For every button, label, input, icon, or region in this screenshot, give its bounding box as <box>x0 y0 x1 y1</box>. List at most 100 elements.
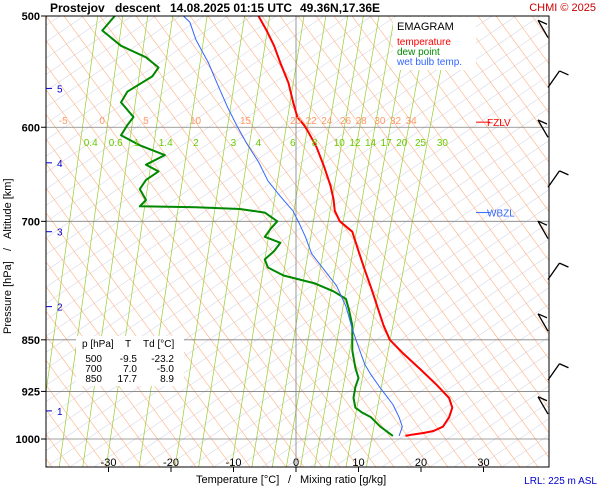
background-diagonal-line <box>357 336 549 467</box>
mixing-ratio-label: 0.6 <box>109 138 123 149</box>
background-diagonal-line <box>429 385 549 467</box>
dry-adiabat-line <box>46 16 377 467</box>
wind-barb-flag <box>559 170 569 176</box>
wind-barb <box>537 119 549 138</box>
dry-adiabat-line <box>63 16 395 467</box>
potential-temp-label: 10 <box>190 116 202 127</box>
dry-adiabat-line <box>369 16 549 262</box>
y-axis-label-sep: / <box>2 247 14 251</box>
altitude-tick-label: 3 <box>57 228 63 239</box>
marker-wbzl-label: WBZL <box>487 209 515 220</box>
background-diagonal-line <box>46 16 349 223</box>
background-diagonal-line <box>117 172 549 467</box>
potential-temp-label: 34 <box>406 116 418 127</box>
diagram-labels: 0.4 0.6 1 1.4 2 3 4 6 8 10 12 14 17 20 25 30-5 0 5 10 15 20 2… <box>59 116 515 220</box>
y-axis-label-2: Altitude [km] <box>2 178 14 239</box>
background-diagonal-line <box>46 25 549 370</box>
dry-adiabat-line <box>99 16 431 467</box>
x-tick-label: 0 <box>293 457 299 469</box>
dry-adiabat-line <box>46 286 179 467</box>
legend: EMAGRAM temperature dew point wet bulb t… <box>393 17 476 70</box>
dry-adiabat-line <box>441 16 549 163</box>
legend-title: EMAGRAM <box>397 21 454 33</box>
x-axis-label: Temperature [°C] <box>196 474 279 486</box>
wind-barb <box>547 262 561 280</box>
legend-box <box>393 17 476 70</box>
legend-item-wet-bulb: wet bulb temp. <box>396 57 462 68</box>
header-location: 49.36N,17.36E <box>300 1 380 15</box>
wind-barb <box>537 19 549 38</box>
dry-adiabat-line <box>405 16 549 212</box>
dry-adiabat-line <box>46 236 215 467</box>
table-row-1-p: 500 <box>85 354 102 365</box>
header-mode: descent <box>115 1 160 15</box>
dry-adiabat-line <box>297 16 549 360</box>
background-diagonal-line <box>46 16 373 239</box>
background-diagonal-line <box>46 16 325 206</box>
dry-adiabat-line <box>333 16 549 311</box>
potential-temp-label: 28 <box>356 116 368 127</box>
background-diagonal-line <box>381 352 549 467</box>
dry-adiabat-line <box>225 16 549 458</box>
mixing-ratio-label: 6 <box>290 138 296 149</box>
legend-item-dew-point: dew point <box>397 47 440 58</box>
mixing-ratio-label: 14 <box>365 138 377 149</box>
mixing-ratio-label: 10 <box>334 138 346 149</box>
dry-adiabat-line <box>459 16 549 139</box>
dry-adiabat-line <box>46 359 125 467</box>
background-diagonal-line <box>46 16 301 190</box>
wind-barb <box>547 70 561 88</box>
background-diagonal-line <box>333 320 549 467</box>
background-diagonal-line <box>46 16 205 124</box>
mixing-ratio-line <box>174 16 245 467</box>
x-axis-label-sep: / <box>288 474 292 486</box>
mixing-ratio-line <box>58 16 124 467</box>
dry-adiabat-line <box>46 310 161 467</box>
background-diagonal-line <box>574 0 600 467</box>
y-tick-label: 600 <box>22 122 40 134</box>
dry-adiabat-line <box>207 16 539 467</box>
y-axis-label: Pressure [hPa] <box>2 261 14 334</box>
y-tick-label: 1000 <box>16 434 40 446</box>
altitude-tick-label: 2 <box>57 303 63 314</box>
data-table: p [hPa] T Td [°C] 500 -9.5 -23.2 700 7.0… <box>76 336 184 386</box>
dry-adiabat-line <box>46 163 269 467</box>
background-diagonal-line <box>69 140 549 467</box>
diagram-lines <box>0 0 600 467</box>
wind-barb-flag <box>537 313 548 319</box>
mixing-ratio-line <box>366 16 452 467</box>
wind-barb <box>547 363 561 381</box>
x-tick-label: 30 <box>477 457 489 469</box>
dry-adiabat-line <box>0 16 34 467</box>
dry-adiabat-line <box>46 187 251 467</box>
series-wet-bulb-temp-line <box>183 16 403 437</box>
background-diagonal-line <box>213 238 549 467</box>
background-diagonal-line <box>46 16 421 272</box>
y-tick-label: 925 <box>22 386 40 398</box>
dry-adiabat-line <box>261 16 549 409</box>
altitude-tick-label: 1 <box>57 407 63 418</box>
marker-fzlv-label: FZLV <box>487 118 511 129</box>
dry-adiabat-line <box>351 16 549 286</box>
wind-barb-flag <box>559 70 569 76</box>
wind-barb-flag <box>559 363 569 369</box>
mixing-ratio-line <box>345 16 430 467</box>
mixing-ratio-line <box>198 16 270 467</box>
data-table-box <box>76 336 184 386</box>
wind-barb <box>537 313 549 332</box>
x-axis-label-2: Mixing ratio [g/kg] <box>300 474 386 486</box>
lrl-note: LRL: 225 m ASL <box>524 476 597 487</box>
legend-item-temperature: temperature <box>397 37 451 48</box>
wind-barb-flag <box>537 396 548 402</box>
series-temperature-line <box>257 16 454 437</box>
potential-temp-label: 20 <box>290 116 302 127</box>
dry-adiabat-line <box>46 138 287 467</box>
background-diagonal-line <box>405 369 549 467</box>
dry-adiabat-line <box>153 16 485 467</box>
dry-adiabat-line <box>0 16 16 467</box>
header-datetime: 14.08.2025 01:15 UTC <box>170 1 292 15</box>
potential-temp-label: 15 <box>240 116 252 127</box>
dry-adiabat-line <box>46 40 359 467</box>
dry-adiabat-line <box>46 384 107 467</box>
